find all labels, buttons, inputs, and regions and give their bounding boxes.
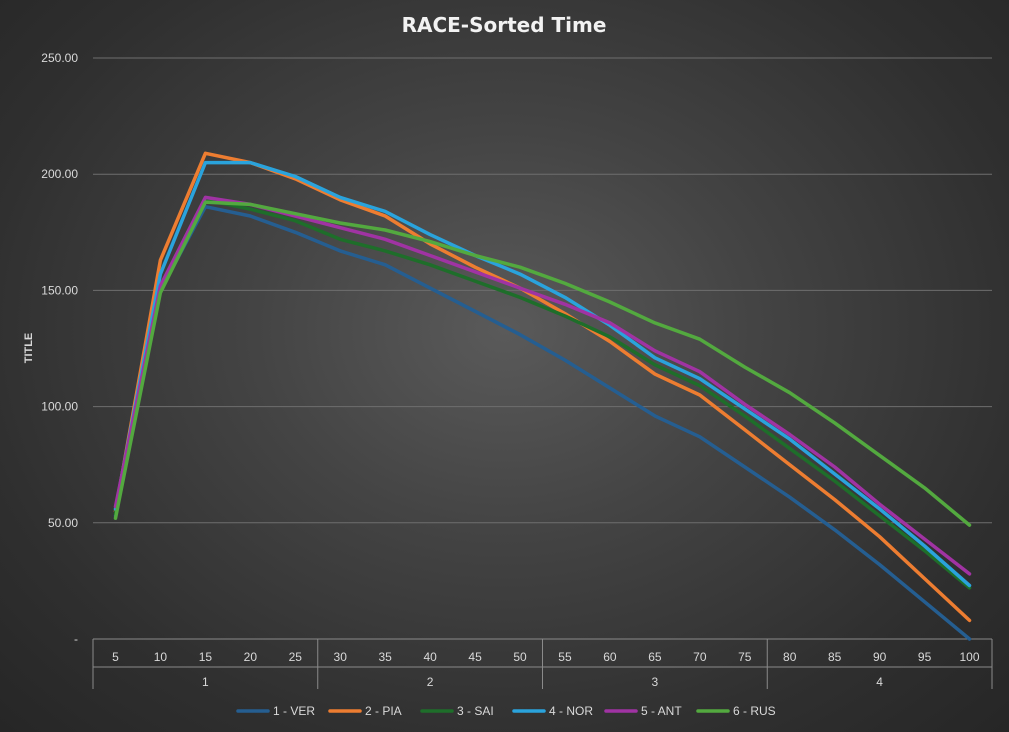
x-tick-label: 5 <box>112 650 119 664</box>
y-tick-label: 150.00 <box>41 283 78 297</box>
y-axis: - 50.00 100.00 150.00 200.00 250.00 <box>41 51 78 646</box>
series-line <box>113 195 972 576</box>
x-tick-label: 20 <box>244 650 258 664</box>
x-tick-label: 55 <box>558 650 572 664</box>
y-tick-label: - <box>74 632 78 646</box>
x-tick-label: 100 <box>960 650 980 664</box>
x-tick-label: 60 <box>603 650 617 664</box>
legend: 1 - VER 2 - PIA 3 - SAI 4 - NOR 5 - ANT 6 - R… <box>236 704 776 718</box>
legend-label: 5 - ANT <box>641 704 682 718</box>
x-tick-label: 80 <box>783 650 797 664</box>
x-group-label: 3 <box>652 675 659 689</box>
x-tick-label: 85 <box>828 650 842 664</box>
y-axis-title: TITLE <box>23 333 35 364</box>
series-lines <box>113 151 972 641</box>
x-tick-label: 10 <box>154 650 168 664</box>
series-line <box>113 204 972 641</box>
legend-label: 4 - NOR <box>549 704 593 718</box>
y-tick-label: 200.00 <box>41 167 78 181</box>
x-tick-label: 30 <box>334 650 348 664</box>
x-group-label: 2 <box>427 675 434 689</box>
series-line <box>113 198 972 590</box>
gridlines <box>93 57 992 524</box>
legend-label: 2 - PIA <box>365 704 402 718</box>
x-tick-label: 95 <box>918 650 932 664</box>
series-line <box>113 160 972 588</box>
x-group-label: 1 <box>202 675 209 689</box>
x-tick-label: 35 <box>378 650 392 664</box>
x-tick-label: 75 <box>738 650 752 664</box>
chart-title: RACE-Sorted Time <box>402 13 607 37</box>
x-tick-label: 40 <box>423 650 437 664</box>
x-tick-label: 90 <box>873 650 887 664</box>
legend-label: 6 - RUS <box>733 704 776 718</box>
x-group-label: 4 <box>876 675 883 689</box>
y-tick-label: 250.00 <box>41 51 78 65</box>
legend-label: 3 - SAI <box>457 704 494 718</box>
legend-label: 1 - VER <box>273 704 315 718</box>
x-tick-label: 50 <box>513 650 527 664</box>
x-tick-label: 45 <box>468 650 482 664</box>
x-axis: 5 10 15 20 25 30 35 40 45 50 55 60 65 70 75 80 85 90 95 100… <box>92 638 993 689</box>
series-line <box>113 200 972 527</box>
x-tick-label: 25 <box>289 650 303 664</box>
x-tick-label: 65 <box>648 650 662 664</box>
y-tick-label: 100.00 <box>41 400 78 414</box>
x-tick-label: 70 <box>693 650 707 664</box>
x-tick-label: 15 <box>199 650 213 664</box>
y-tick-label: 50.00 <box>48 516 78 530</box>
series-line <box>113 151 972 623</box>
